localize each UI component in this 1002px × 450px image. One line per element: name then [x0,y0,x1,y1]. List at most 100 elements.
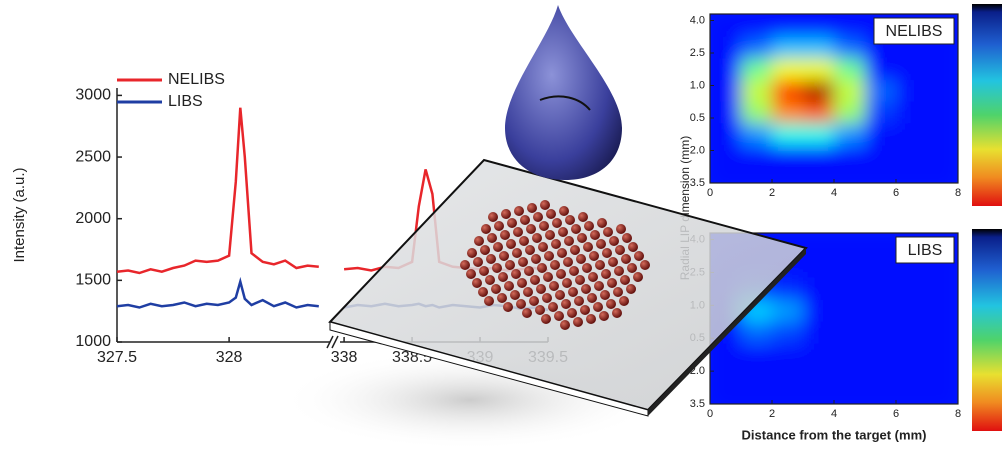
nanoparticle [497,293,507,303]
nanoparticle [599,311,609,321]
nanoparticle [581,284,591,294]
nanoparticle [633,272,643,282]
nanoparticle [494,221,504,231]
nanoparticle [594,281,604,291]
heatmap-cell [927,278,958,300]
nanoparticle [548,302,558,312]
nanoparticle [493,242,503,252]
nanoparticle [532,233,542,243]
nanoparticle [541,314,551,324]
nanoparticle [546,209,556,219]
heatmap-cell [741,58,772,80]
heatmap-cell [927,167,958,189]
x-tick-label: 0 [707,408,713,420]
heatmap-cell [896,366,927,388]
heatmap-cell [772,344,803,366]
heatmap-cell [896,167,927,189]
nanoparticle [517,278,527,288]
nanoparticle [533,212,543,222]
nanoparticle [466,269,476,279]
nanoparticle [576,254,586,264]
heatmap-cell [834,256,865,278]
heatmap-cell [834,388,865,410]
y-tick-label: 2500 [75,148,111,165]
y-tick-label: 3000 [75,87,111,104]
nanoparticle [510,290,520,300]
heatmap-cell [803,15,834,37]
heatmap-cell [834,58,865,80]
x-tick-label: 4 [831,408,837,420]
heatmap-cell [772,322,803,344]
nanoparticle [558,227,568,237]
nanoparticle [568,287,578,297]
legend-label: LIBS [168,93,203,110]
nanoparticle [544,251,554,261]
heatmap-cell [710,102,741,124]
heatmap-cell [741,366,772,388]
heatmap-cell [865,344,896,366]
nanoparticle [554,311,564,321]
nanoparticle [596,239,606,249]
heatmap-cell [803,344,834,366]
heatmap-cell [772,167,803,189]
nanoparticle [575,275,585,285]
nanoparticle [606,299,616,309]
nanoparticle [586,314,596,324]
nanoparticle [557,248,567,258]
heatmap-cell [803,58,834,80]
nanoparticle [588,272,598,282]
heatmap-cell [772,123,803,145]
nanoparticle [620,275,630,285]
heatmap-cell [710,15,741,37]
x-tick-label: 8 [955,187,961,199]
colorbar [972,4,1002,206]
nanoparticle [488,212,498,222]
nanoparticle [589,251,599,261]
heatmap-cell [896,145,927,167]
heatmap-cell [865,58,896,80]
droplet [505,5,622,180]
heatmap-cell [896,58,927,80]
heatmap-cell [834,167,865,189]
nanoparticle [582,263,592,273]
heatmap-cell [803,145,834,167]
heatmap-cell [772,102,803,124]
nanoparticle [527,203,537,213]
nanoparticle [590,230,600,240]
nanoparticle [574,296,584,306]
nanoparticle [607,278,617,288]
page: {"chart_data":[ {"type":"line","ylabel":… [0,0,1002,450]
nanoparticle [498,272,508,282]
heatmap-cell [710,145,741,167]
nanoparticle [583,242,593,252]
nanoparticle [478,287,488,297]
nanoparticle [530,275,540,285]
nanoparticle [543,272,553,282]
nanoparticle [518,257,528,267]
nanoparticle [608,257,618,267]
heatmap-cell [803,102,834,124]
heatmap-cell [865,388,896,410]
line-series [117,282,319,308]
heatmap-cell [772,300,803,322]
nanoparticle [615,245,625,255]
nanoparticle [487,233,497,243]
heatmap-cell [865,256,896,278]
x-tick-label: 2 [769,408,775,420]
heatmap-cell [710,37,741,59]
heatmap-cell [803,37,834,59]
nanoparticle [516,299,526,309]
nanoparticle [484,296,494,306]
nanoparticle [578,212,588,222]
y-tick-label: 1.0 [690,79,705,91]
heatmap-cell [772,37,803,59]
nanoparticle [512,248,522,258]
nanoparticle [626,284,636,294]
nanoparticle [584,221,594,231]
heatmap-cell [896,388,927,410]
heatmap-cell [927,366,958,388]
heatmap-cell [772,15,803,37]
heatmap-cell [896,80,927,102]
nanoparticle [595,260,605,270]
nanoparticle [609,236,619,246]
